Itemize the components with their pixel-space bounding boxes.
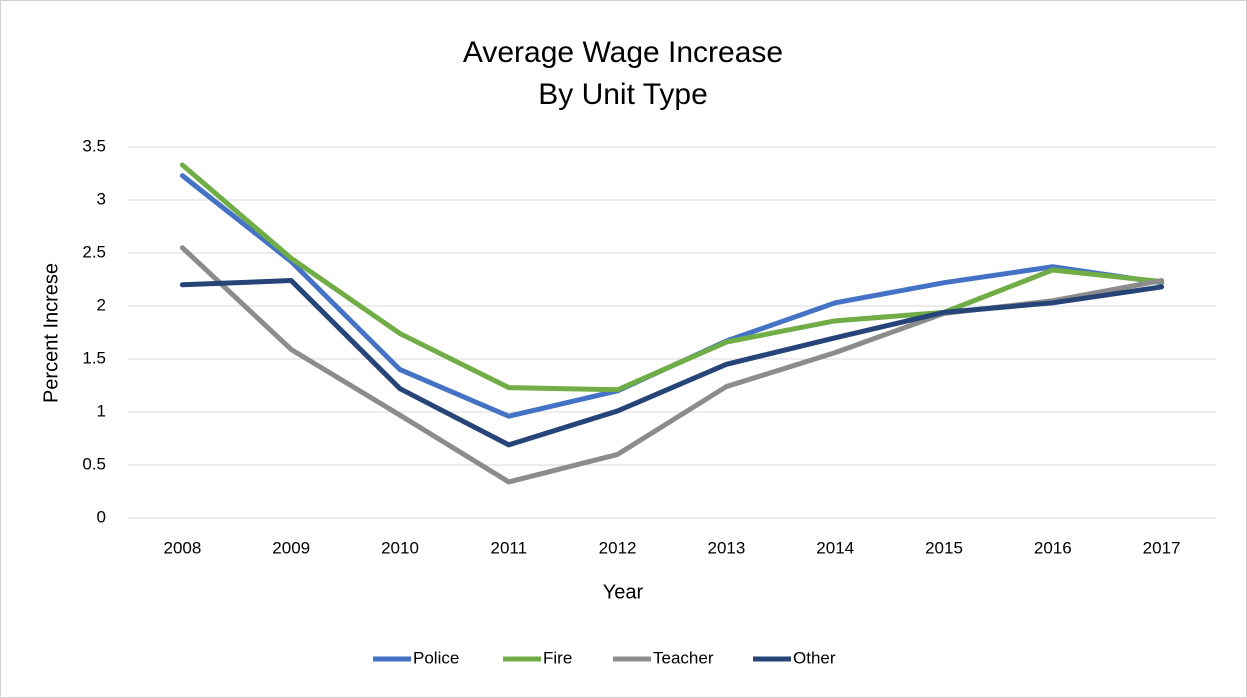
x-tick-label: 2017 [1143, 538, 1181, 557]
x-tick-label: 2016 [1034, 538, 1072, 557]
legend-label: Other [793, 648, 836, 667]
y-tick-label: 1.5 [82, 348, 106, 367]
x-tick-label: 2009 [272, 538, 310, 557]
line-series [179, 162, 1165, 393]
y-tick-label: 3 [97, 189, 106, 208]
legend-label: Fire [543, 648, 572, 667]
x-tick-label: 2014 [816, 538, 854, 557]
chart-title: By Unit Type [538, 78, 708, 111]
y-tick-label: 1 [97, 401, 106, 420]
line-series [179, 278, 1165, 448]
x-tick-label: 2013 [707, 538, 745, 557]
y-tick-label: 0.5 [82, 454, 106, 473]
x-tick-label: 2011 [491, 538, 528, 557]
x-tick-label: 2015 [925, 538, 963, 557]
y-axis-label: Percent Increse [40, 263, 62, 403]
legend-label: Police [413, 648, 459, 667]
chart-title: Average Wage Increase [463, 36, 783, 69]
x-tick-label: 2012 [599, 538, 637, 557]
x-tick-label: 2010 [381, 538, 419, 557]
y-tick-label: 2.5 [82, 242, 106, 261]
y-tick-label: 2 [97, 295, 106, 314]
y-tick-label: 3.5 [82, 136, 106, 155]
x-tick-label: 2008 [163, 538, 201, 557]
x-axis-label: Year [603, 581, 644, 603]
y-tick-label: 0 [97, 507, 106, 526]
legend-label: Teacher [653, 648, 714, 667]
